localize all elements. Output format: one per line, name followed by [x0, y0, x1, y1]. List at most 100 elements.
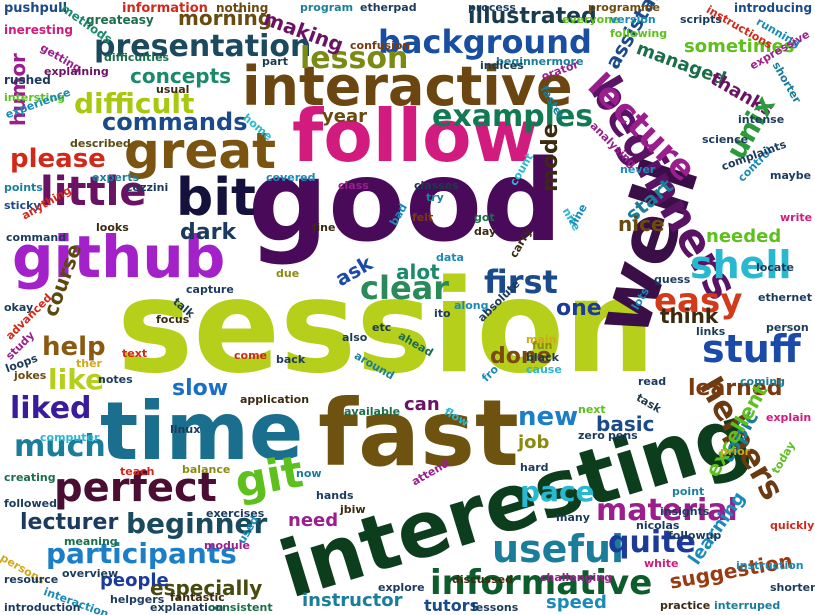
word-shorter: shorter [769, 59, 804, 106]
word-nicolas: nicolas [636, 519, 680, 532]
word-alot: alot [396, 260, 440, 284]
word-person: person [766, 321, 809, 334]
word-discussed: discussed [452, 573, 513, 586]
word-commands: commands [102, 108, 248, 136]
word-computer: computer [40, 431, 100, 444]
word-pace: pace [520, 475, 595, 508]
word-basic: basic [596, 412, 655, 436]
word-new: new [518, 402, 579, 432]
word-perfect: perfect [54, 465, 217, 511]
word-people: people [100, 570, 169, 591]
word-interruped: interruped [714, 599, 781, 612]
word-back: back [276, 353, 306, 366]
word-intersting: intersting [4, 91, 66, 104]
word-part: part [262, 55, 288, 68]
word-coming: coming [740, 375, 786, 388]
word-next: next [578, 403, 606, 416]
word-think: think [660, 304, 719, 328]
word-got: got [474, 211, 495, 224]
word-speed: speed [546, 592, 607, 613]
word-exercises: exercises [206, 507, 265, 520]
word-linux: linux [170, 423, 201, 436]
word-experts: experts [92, 171, 140, 184]
word-needed: needed [706, 226, 782, 247]
word-point: point [672, 485, 705, 498]
word-learned: learned [688, 376, 783, 401]
word-classes: classes [414, 179, 459, 192]
word-quickly: quickly [770, 519, 815, 532]
word-following: following [610, 27, 668, 40]
word-okay: okay [4, 301, 34, 314]
word-good: good [248, 137, 563, 267]
word-creating: creating [4, 471, 56, 484]
word-application: application [240, 393, 310, 406]
word-many: many [556, 511, 590, 524]
word-guess: guess [654, 273, 691, 286]
word-felt: felt [412, 211, 434, 224]
word-informative: informative [430, 563, 653, 603]
word-prior: prior [720, 445, 751, 458]
word-maybe: maybe [770, 169, 812, 182]
word-overview: overview [62, 567, 119, 580]
word-teach: teach [120, 465, 155, 478]
word-first: first [484, 263, 558, 301]
word-balance: balance [182, 463, 231, 476]
word-insights: insights [660, 505, 710, 518]
word-shell: shell [690, 243, 792, 287]
word-difficulties: difficulties [104, 51, 170, 64]
word-module: module [204, 539, 250, 552]
word-rushed: rushed [4, 73, 51, 87]
word-help: help [42, 332, 106, 362]
word-lesson: lesson [300, 41, 409, 76]
word-etherpad: etherpad [360, 1, 417, 14]
word-hard: hard [520, 461, 549, 474]
word-explaining: explaining [44, 65, 109, 78]
word-explain: explain [766, 411, 812, 424]
word-useful: useful [492, 527, 625, 571]
word-hands: hands [316, 489, 354, 502]
word-participants: participants [46, 537, 237, 570]
word-text: text [122, 347, 148, 360]
word-year: year [322, 106, 367, 127]
word-programme: programme [588, 1, 660, 14]
word-instruction: instruction [736, 559, 804, 572]
word-material: material [596, 493, 738, 528]
word-information: information [122, 1, 208, 16]
word-command: command [6, 231, 67, 244]
word-great: great [124, 122, 277, 180]
word-ito: ito [434, 307, 451, 320]
word-instructor: instructor [302, 590, 403, 611]
word-time: time [100, 385, 304, 478]
word-dark: dark [180, 220, 237, 245]
word-shorten: shorten [770, 581, 815, 594]
word-challenging: challenging [540, 571, 612, 584]
word-especially: especially [150, 576, 263, 600]
word-data: data [436, 251, 464, 264]
word-ineresting: ineresting [4, 23, 73, 37]
word-explanation: explanation [150, 601, 224, 614]
word-tutors: tutors [424, 596, 480, 615]
word-mode: mode [538, 123, 563, 192]
word-write: write [780, 211, 813, 224]
word-job: job [518, 432, 550, 453]
word-covered: covered [266, 171, 316, 184]
word-intense: intense [738, 113, 785, 126]
word-beginner: beginner [126, 507, 268, 540]
word-pens: pens [608, 429, 638, 442]
word-presentation: presentation [94, 29, 312, 64]
word-never: never [620, 163, 656, 176]
word-available: available [344, 405, 401, 418]
word-focus: focus [156, 313, 190, 326]
word-please: please [10, 144, 106, 174]
word-etc: etc [372, 321, 392, 334]
word-try: try [426, 191, 444, 204]
word-indices: indices [480, 59, 524, 72]
word-locate: locate [756, 261, 794, 274]
word-stuff: stuff [702, 327, 801, 371]
word-liked: liked [10, 391, 92, 426]
word-program: program [300, 1, 354, 14]
word-sometimes: sometimes [684, 36, 795, 57]
word-lecturer: lecturer [20, 510, 119, 535]
word-now: now [296, 467, 322, 480]
word-little: little [40, 169, 147, 215]
